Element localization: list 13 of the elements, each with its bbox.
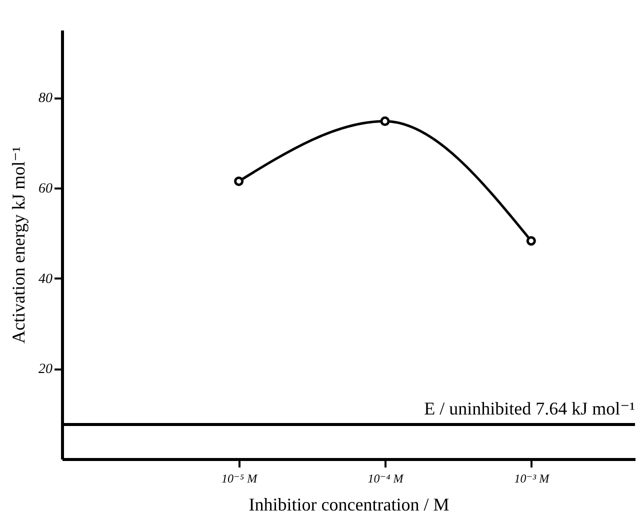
x-tick-label: 10⁻³ M <box>514 472 550 486</box>
y-tick-label: 80 <box>38 91 52 106</box>
y-tick-label: 60 <box>38 182 52 197</box>
x-axis-title: Inhibitior concentration / M <box>248 494 450 514</box>
point <box>234 176 244 186</box>
y-tick-label: 20 <box>38 362 52 378</box>
x-tick-label: 10⁻⁴ M <box>368 472 404 486</box>
point <box>380 116 390 126</box>
y-tick-label: 40 <box>38 272 52 287</box>
x-tick-label: 10⁻⁵ M <box>222 472 258 486</box>
point <box>526 236 536 246</box>
ref-line-label: E / uninhibited 7.64 kJ mol⁻¹ <box>424 398 635 418</box>
y-axis-title: Activation energy kJ mol⁻¹ <box>8 146 28 344</box>
